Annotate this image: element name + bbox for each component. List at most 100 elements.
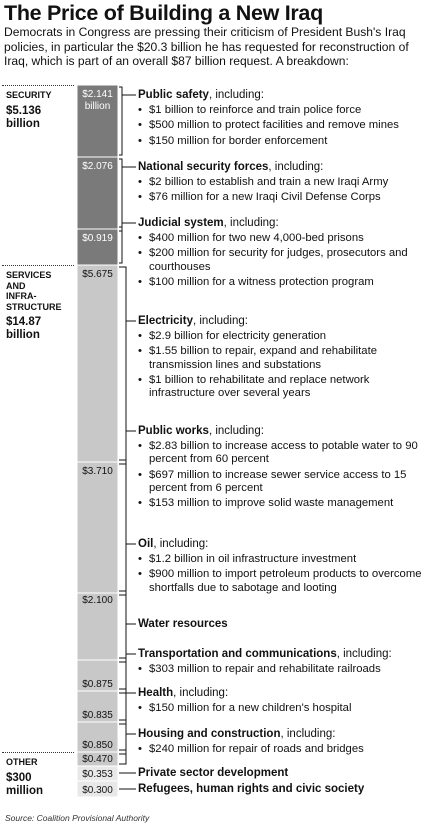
including-text: , including:	[208, 89, 264, 101]
category-name: National security forces	[138, 161, 269, 173]
bullet-icon: •	[138, 440, 142, 452]
bullet-icon: •	[138, 330, 142, 342]
bullet-item: • $500 million to protect facilities and …	[138, 119, 425, 132]
category-name: Public safety	[138, 89, 209, 101]
category-title: Oil, including:	[138, 537, 425, 551]
including-text: , including:	[192, 315, 248, 327]
bullet-text: $2.9 billion for electricity generation	[149, 330, 327, 342]
connector-line	[119, 733, 136, 765]
connector-line	[119, 623, 136, 690]
category-block: Housing and construction, including: • $24…	[138, 727, 425, 756]
category-title: Water resources	[138, 617, 425, 631]
category-block: Refugees, human rights and civic society	[138, 782, 425, 796]
category-block: Public safety, including: • $1 billion to …	[138, 88, 425, 148]
group-label: SERVICES	[6, 270, 52, 280]
group-total: million	[6, 784, 44, 797]
category-name: Private sector development	[138, 767, 289, 779]
group-label: OTHER	[6, 757, 38, 767]
category-title: Public works, including:	[138, 424, 425, 438]
value-label-unit: billion	[85, 101, 111, 112]
bullet-text: $1.55 billion to repair, expand and reha…	[149, 345, 377, 371]
value-label: $5.675	[82, 269, 113, 280]
connector-line	[119, 158, 136, 228]
group-label: SECURITY	[6, 90, 52, 100]
bullet-text: $200 million for security for judges, pr…	[149, 247, 408, 273]
bullet-item: • $1 billion to rehabilitate and replace …	[138, 374, 425, 401]
bullet-item: • $2.9 billion for electricity generation	[138, 330, 425, 343]
group-total: $14.87	[6, 316, 42, 328]
group-total: $5.136	[6, 104, 42, 117]
value-label: $0.875	[82, 679, 113, 690]
intro-text: Democrats in Congress are pressing their…	[4, 25, 409, 69]
category-title: Housing and construction, including:	[138, 727, 425, 741]
category-name: Health	[138, 687, 174, 699]
bullet-icon: •	[138, 373, 142, 386]
bullet-text: $76 million for a new Iraqi Civil Defens…	[149, 191, 381, 204]
value-label: $2.076	[82, 161, 113, 172]
category-name: Transportation and communications	[138, 648, 337, 660]
bullet-item: • $697 million to increase sewer service …	[138, 469, 425, 496]
category-block: Public works, including: • $2.83 billion t…	[138, 424, 425, 510]
including-text: , including:	[208, 425, 264, 437]
group-divider	[2, 265, 74, 266]
bullet-item: • $150 million for border enforcement	[138, 135, 425, 148]
bullet-text: $150 million for a new children's hospit…	[149, 702, 352, 714]
value-label: $0.850	[82, 740, 113, 751]
category-name: Housing and construction	[138, 728, 281, 740]
bullet-icon: •	[138, 743, 142, 755]
including-text: , including:	[223, 217, 279, 229]
value-label: $0.919	[82, 233, 113, 244]
bullet-item: • $1.2 billion in oil infrastructure inve…	[138, 553, 425, 566]
group-divider	[2, 85, 74, 86]
bullet-item: • $240 million for repair of roads and br…	[138, 743, 425, 756]
source-note: Source: Coalition Provisional Authority	[5, 813, 150, 823]
including-text: , including:	[280, 728, 336, 740]
bullet-text: $900 million to import petroleum product…	[149, 568, 422, 594]
category-block: National security forces, including: • $2 …	[138, 160, 425, 205]
category-name: Public works	[138, 425, 209, 437]
group-label: INFRA-	[6, 291, 37, 301]
bullet-icon: •	[138, 176, 142, 188]
bullet-text: $150 million for border enforcement	[149, 134, 328, 147]
connector-line	[119, 692, 136, 751]
connector-line	[119, 543, 136, 659]
bullet-item: • $100 million for a witness protection p…	[138, 276, 425, 289]
bullet-text: $1.2 billion in oil infrastructure inves…	[149, 553, 357, 565]
bullet-text: $153 million to improve solid waste mana…	[149, 497, 394, 510]
category-title: Public safety, including:	[138, 88, 425, 102]
bullet-icon: •	[138, 232, 142, 244]
including-text: , including:	[268, 161, 324, 173]
category-block: Water resources	[138, 617, 425, 631]
bullet-text: $100 million for a witness protection pr…	[149, 275, 374, 288]
category-name: Judicial system	[138, 217, 224, 229]
bullet-icon: •	[138, 191, 142, 204]
connector-line	[119, 86, 136, 156]
category-block: Oil, including: • $1.2 billion in oil infr…	[138, 537, 425, 595]
category-title: Refugees, human rights and civic society	[138, 782, 425, 796]
connector-line	[119, 222, 136, 264]
bullet-item: • $400 million for two new 4,000-bed pris…	[138, 232, 425, 245]
bar-segment	[76, 228, 119, 266]
category-block: Judicial system, including: • $400 million…	[138, 216, 425, 289]
bullet-item: • $303 million to repair and rehabilitate…	[138, 663, 425, 676]
category-name: Oil	[138, 538, 154, 550]
category-title: Electricity, including:	[138, 314, 425, 328]
bullet-text: $2.83 billion to increase access to pota…	[149, 440, 418, 466]
value-label: $0.470	[82, 754, 113, 765]
category-block: Transportation and communications, inclu…	[138, 647, 425, 676]
bar-segment	[76, 690, 119, 723]
category-block: Electricity, including: • $2.9 billion for…	[138, 314, 425, 400]
bullet-item: • $1 billion to reinforce and train polic…	[138, 104, 425, 117]
bullet-icon: •	[138, 553, 142, 565]
bullet-text: $240 million for repair of roads and bri…	[149, 743, 364, 755]
value-label: $3.710	[82, 466, 113, 477]
category-title: National security forces, including:	[138, 160, 425, 174]
bullet-item: • $76 million for a new Iraqi Civil Defen…	[138, 191, 425, 204]
page-title: The Price of Building a New Iraq	[4, 1, 323, 25]
connector-line	[119, 266, 136, 461]
bullet-text: $400 million for two new 4,000-bed priso…	[149, 232, 364, 244]
value-label: $2.141	[82, 89, 113, 100]
group-total: $300	[6, 771, 32, 784]
group-total: billion	[6, 329, 40, 341]
